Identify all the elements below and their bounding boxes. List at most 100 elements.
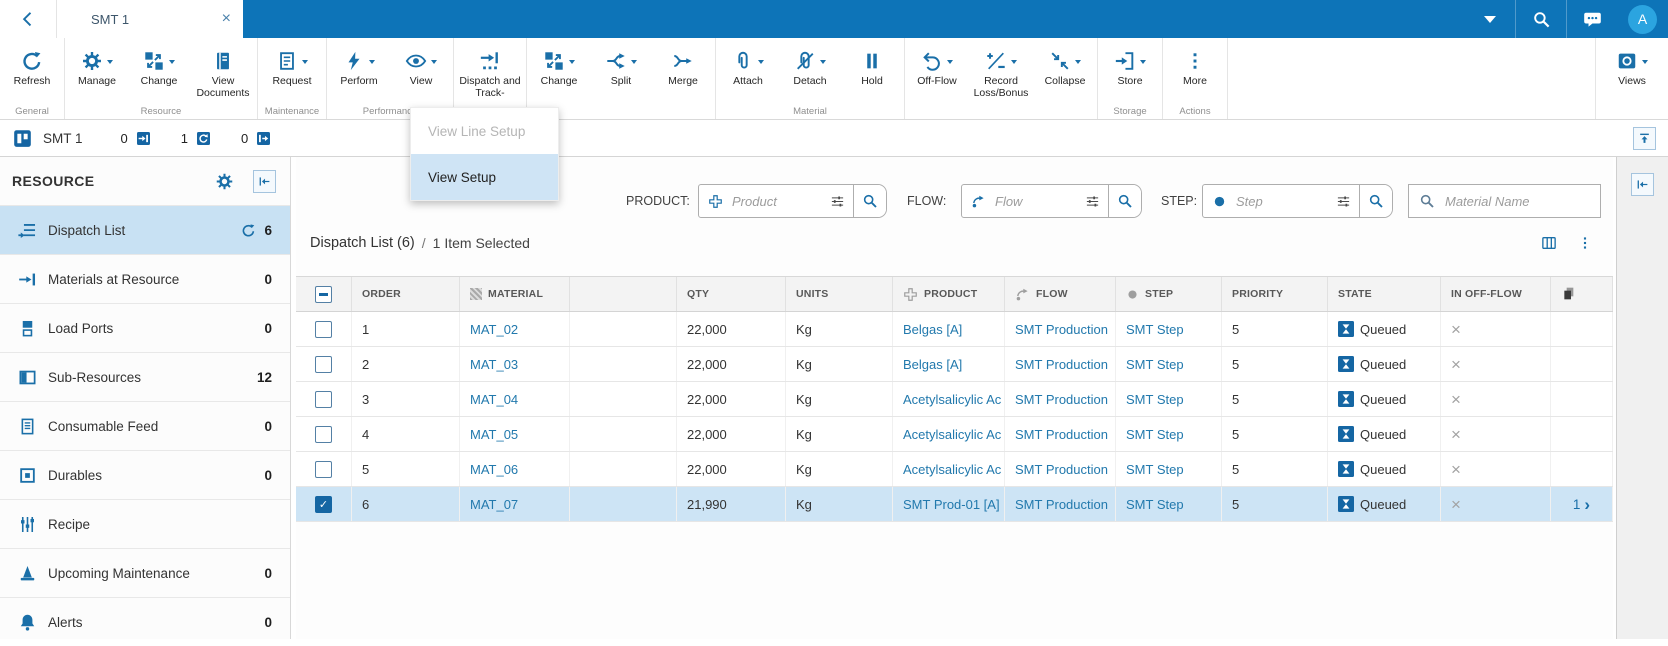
table-row[interactable]: 2 MAT_03 22,000 Kg Belgas [A] SMT Produc… <box>296 347 1613 382</box>
cell-product[interactable]: Belgas [A] <box>893 312 1005 346</box>
cell-material[interactable]: MAT_02 <box>460 312 570 346</box>
sidebar-collapse-button[interactable] <box>253 169 276 193</box>
col-details[interactable] <box>1551 277 1613 311</box>
toolbar-button-more[interactable]: More <box>1164 38 1226 119</box>
sidebar-item-upcoming-maintenance[interactable]: Upcoming Maintenance 0 <box>0 548 290 597</box>
toolbar-button-split[interactable]: Split <box>590 38 652 119</box>
sidebar-item-durables[interactable]: Durables 0 <box>0 450 290 499</box>
sidebar-settings-button[interactable] <box>215 172 234 191</box>
toolbar-button-views[interactable]: Views <box>1601 38 1663 119</box>
sidebar-item-sub-resources[interactable]: Sub-Resources 12 <box>0 352 290 401</box>
global-search-button[interactable] <box>1516 0 1566 38</box>
cell-product[interactable]: Acetylsalicylic Ac <box>893 452 1005 486</box>
col-priority[interactable]: PRIORITY <box>1222 277 1328 311</box>
flow-search-button[interactable] <box>1108 185 1141 217</box>
toolbar-button-merge[interactable]: Merge <box>652 38 714 119</box>
cell-details-nav[interactable]: 1 › <box>1551 487 1613 521</box>
cell-flow[interactable]: SMT Production <box>1005 417 1116 451</box>
toolbar-button-hold[interactable]: Hold <box>841 38 903 119</box>
col-qty[interactable]: QTY <box>677 277 786 311</box>
material-name-input[interactable] <box>1443 192 1600 210</box>
row-checkbox[interactable] <box>315 460 332 478</box>
row-checkbox-checked[interactable] <box>315 495 332 513</box>
cell-step[interactable]: SMT Step <box>1116 452 1222 486</box>
cell-material[interactable]: MAT_03 <box>460 347 570 381</box>
table-row[interactable]: 5 MAT_06 22,000 Kg Acetylsalicylic Ac SM… <box>296 452 1613 487</box>
cell-step[interactable]: SMT Step <box>1116 347 1222 381</box>
cell-flow[interactable]: SMT Production <box>1005 382 1116 416</box>
table-row-selected[interactable]: 6 MAT_07 21,990 Kg SMT Prod-01 [A] SMT P… <box>296 487 1613 522</box>
step-input[interactable] <box>1234 192 1328 210</box>
row-checkbox[interactable] <box>315 390 332 408</box>
sidebar-item-dispatch-list[interactable]: Dispatch List 6 <box>0 205 290 254</box>
cell-flow[interactable]: SMT Production <box>1005 312 1116 346</box>
toolbar-button-record-loss-bonus[interactable]: Record Loss/Bonus <box>968 38 1034 119</box>
toolbar-button-request[interactable]: Request <box>259 38 325 119</box>
product-input[interactable] <box>730 192 822 210</box>
menu-item-view-setup[interactable]: View Setup <box>411 154 558 200</box>
avatar[interactable]: A <box>1628 4 1657 34</box>
cell-product[interactable]: Belgas [A] <box>893 347 1005 381</box>
cell-step[interactable]: SMT Step <box>1116 417 1222 451</box>
table-row[interactable]: 1 MAT_02 22,000 Kg Belgas [A] SMT Produc… <box>296 312 1613 347</box>
col-state[interactable]: STATE <box>1328 277 1441 311</box>
sidebar-item-materials-at-resource[interactable]: Materials at Resource 0 <box>0 254 290 303</box>
right-panel-collapse-button[interactable] <box>1631 173 1654 196</box>
cell-material[interactable]: MAT_04 <box>460 382 570 416</box>
row-checkbox[interactable] <box>315 425 332 443</box>
sidebar-item-recipe[interactable]: Recipe <box>0 499 290 548</box>
flow-input[interactable] <box>993 192 1077 210</box>
select-all-checkbox[interactable] <box>315 285 332 303</box>
sidebar-item-load-ports[interactable]: Load Ports 0 <box>0 303 290 352</box>
messages-button[interactable] <box>1567 0 1617 38</box>
toolbar-button-collapse[interactable]: Collapse <box>1034 38 1096 119</box>
cell-material[interactable]: MAT_07 <box>460 487 570 521</box>
col-material[interactable]: MATERIAL <box>460 277 570 311</box>
col-order[interactable]: ORDER <box>352 277 460 311</box>
toolbar-button-detach[interactable]: Detach <box>779 38 841 119</box>
table-row[interactable]: 4 MAT_05 22,000 Kg Acetylsalicylic Ac SM… <box>296 417 1613 452</box>
filter-options-icon[interactable] <box>830 194 845 209</box>
col-step[interactable]: STEP <box>1116 277 1222 311</box>
app-menu-dropdown[interactable] <box>1465 0 1515 38</box>
cell-step[interactable]: SMT Step <box>1116 487 1222 521</box>
tab-close-icon[interactable]: × <box>221 10 231 27</box>
filter-options-icon[interactable] <box>1085 194 1100 209</box>
toolbar-button-refresh[interactable]: Refresh <box>1 38 63 119</box>
toolbar-button-change-material[interactable]: Change <box>528 38 590 119</box>
toolbar-button-perform[interactable]: Perform <box>328 38 390 119</box>
column-chooser-icon[interactable] <box>1541 235 1557 251</box>
row-checkbox[interactable] <box>315 355 332 373</box>
col-product[interactable]: PRODUCT <box>893 277 1005 311</box>
row-checkbox[interactable] <box>315 320 332 338</box>
cell-product[interactable]: Acetylsalicylic Ac <box>893 417 1005 451</box>
cell-step[interactable]: SMT Step <box>1116 312 1222 346</box>
col-units[interactable]: UNITS <box>786 277 893 311</box>
toolbar-button-view-documents[interactable]: View Documents <box>190 38 256 119</box>
tab-smt1[interactable]: SMT 1 × <box>57 0 243 38</box>
toolbar-button-manage[interactable]: Manage <box>66 38 128 119</box>
filter-options-icon[interactable] <box>1336 194 1351 209</box>
table-row[interactable]: 3 MAT_04 22,000 Kg Acetylsalicylic Ac SM… <box>296 382 1613 417</box>
toolbar-button-dispatch-and-track[interactable]: Dispatch and Track- <box>455 38 525 119</box>
toolbar-button-store[interactable]: Store <box>1099 38 1161 119</box>
cell-product[interactable]: SMT Prod-01 [A] <box>893 487 1005 521</box>
back-button[interactable] <box>0 0 57 38</box>
menu-item-view-line-setup[interactable]: View Line Setup <box>428 123 526 139</box>
sidebar-item-alerts[interactable]: Alerts 0 <box>0 597 290 646</box>
col-in-off-flow[interactable]: IN OFF-FLOW <box>1441 277 1551 311</box>
product-search-button[interactable] <box>853 185 886 217</box>
step-search-button[interactable] <box>1359 185 1392 217</box>
toolbar-button-off-flow[interactable]: Off-Flow <box>906 38 968 119</box>
grid-more-icon[interactable] <box>1577 235 1593 251</box>
expand-panel-button[interactable] <box>1633 126 1656 150</box>
toolbar-button-attach[interactable]: Attach <box>717 38 779 119</box>
sidebar-item-consumable-feed[interactable]: Consumable Feed 0 <box>0 401 290 450</box>
cell-step[interactable]: SMT Step <box>1116 382 1222 416</box>
toolbar-button-change-resource[interactable]: Change <box>128 38 190 119</box>
toolbar-button-view[interactable]: View <box>390 38 452 119</box>
cell-flow[interactable]: SMT Production <box>1005 347 1116 381</box>
cell-material[interactable]: MAT_05 <box>460 417 570 451</box>
cell-flow[interactable]: SMT Production <box>1005 452 1116 486</box>
cell-material[interactable]: MAT_06 <box>460 452 570 486</box>
